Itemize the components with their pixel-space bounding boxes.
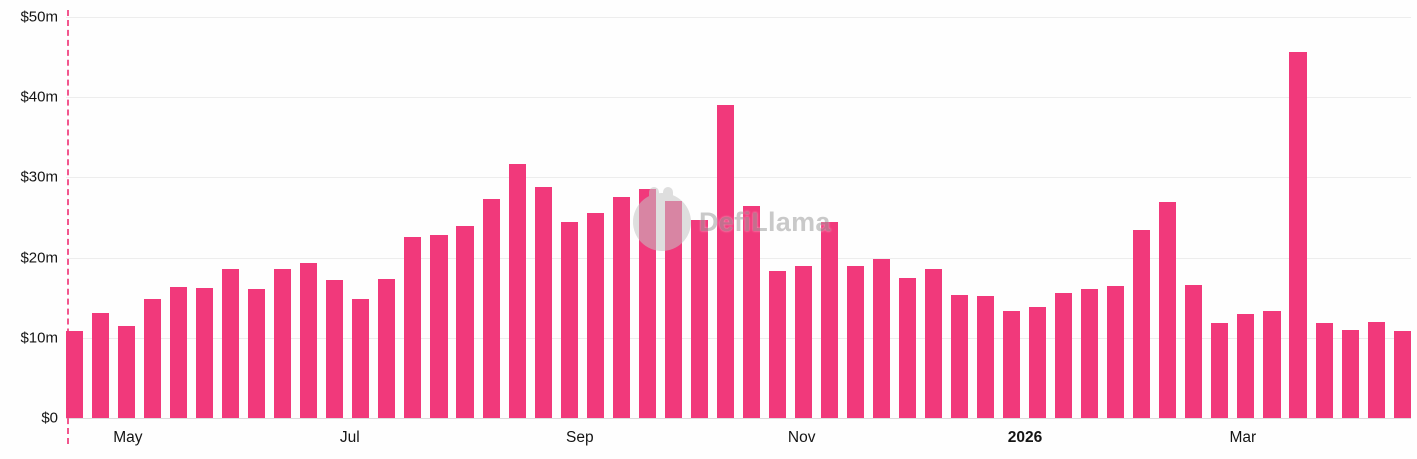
bar[interactable]	[586, 212, 604, 418]
bar[interactable]	[378, 279, 396, 418]
bar[interactable]	[612, 197, 630, 418]
bar[interactable]	[456, 225, 474, 418]
bar[interactable]	[66, 330, 84, 418]
gridline	[66, 257, 1411, 259]
bar[interactable]	[768, 271, 786, 418]
bar[interactable]	[1185, 284, 1203, 418]
bar[interactable]	[508, 163, 526, 418]
dashed-start-line	[67, 10, 69, 444]
bar[interactable]	[1393, 330, 1411, 418]
bar[interactable]	[638, 189, 656, 418]
bar[interactable]	[170, 287, 188, 418]
x-axis: May Jul Sep Nov 2026 Mar	[66, 418, 1411, 459]
bar[interactable]	[925, 268, 943, 418]
bar[interactable]	[1029, 307, 1047, 418]
bar[interactable]	[820, 221, 838, 418]
gridline	[66, 337, 1411, 339]
gridline	[66, 418, 1411, 419]
x-axis-tick-label: Nov	[787, 429, 816, 446]
x-axis-tick-label: 2026	[1007, 429, 1043, 446]
bar[interactable]	[430, 235, 448, 418]
bar[interactable]	[300, 263, 318, 418]
bars	[66, 17, 1411, 418]
x-axis-tick-label: Sep	[565, 429, 594, 446]
bar[interactable]	[716, 105, 734, 418]
bar[interactable]	[794, 265, 812, 418]
bar[interactable]	[1341, 329, 1359, 418]
gridline	[66, 17, 1411, 18]
plot-area	[66, 17, 1411, 419]
bar[interactable]	[846, 266, 864, 418]
bar[interactable]	[1081, 288, 1099, 418]
bar[interactable]	[1315, 323, 1333, 418]
bar[interactable]	[248, 288, 266, 418]
y-axis-tick-label: $0	[41, 409, 58, 427]
x-axis-tick-label: Jul	[339, 429, 360, 446]
y-axis-tick-label: $50m	[20, 8, 58, 26]
bar[interactable]	[951, 294, 969, 418]
bar[interactable]	[1055, 292, 1073, 418]
bar[interactable]	[144, 298, 162, 418]
bar[interactable]	[872, 259, 891, 418]
bar[interactable]	[899, 278, 917, 418]
bar[interactable]	[560, 222, 578, 418]
bar[interactable]	[326, 280, 344, 418]
bar[interactable]	[1159, 202, 1177, 418]
bar[interactable]	[92, 312, 110, 418]
bar[interactable]	[1237, 313, 1255, 418]
bar[interactable]	[1263, 310, 1281, 418]
bar[interactable]	[742, 206, 760, 418]
y-axis: $50m $40m $30m $20m $10m $0	[0, 9, 58, 427]
bar[interactable]	[404, 236, 422, 418]
y-axis-tick-label: $10m	[20, 329, 58, 347]
bar[interactable]	[352, 299, 370, 418]
gridline	[66, 177, 1411, 179]
bar[interactable]	[664, 200, 682, 418]
bar[interactable]	[1367, 321, 1385, 418]
gridline	[66, 97, 1411, 99]
bar[interactable]	[196, 288, 214, 418]
x-axis-tick-label: May	[113, 429, 143, 446]
y-axis-tick-label: $20m	[20, 249, 58, 267]
bar[interactable]	[274, 268, 292, 418]
gridlines	[66, 17, 1411, 419]
bar[interactable]	[1211, 323, 1229, 418]
bar[interactable]	[977, 296, 995, 418]
bar[interactable]	[1107, 286, 1125, 418]
y-axis-tick-label: $30m	[20, 168, 58, 186]
bar[interactable]	[118, 325, 136, 418]
bar[interactable]	[482, 199, 500, 418]
x-axis-tick-label: Mar	[1229, 429, 1257, 446]
bar[interactable]	[222, 268, 240, 418]
bar[interactable]	[1003, 310, 1021, 418]
y-axis-tick-label: $40m	[20, 88, 58, 106]
bar[interactable]	[1133, 230, 1151, 418]
bar[interactable]	[1289, 51, 1307, 418]
bar[interactable]	[690, 219, 708, 418]
bar[interactable]	[534, 187, 552, 418]
